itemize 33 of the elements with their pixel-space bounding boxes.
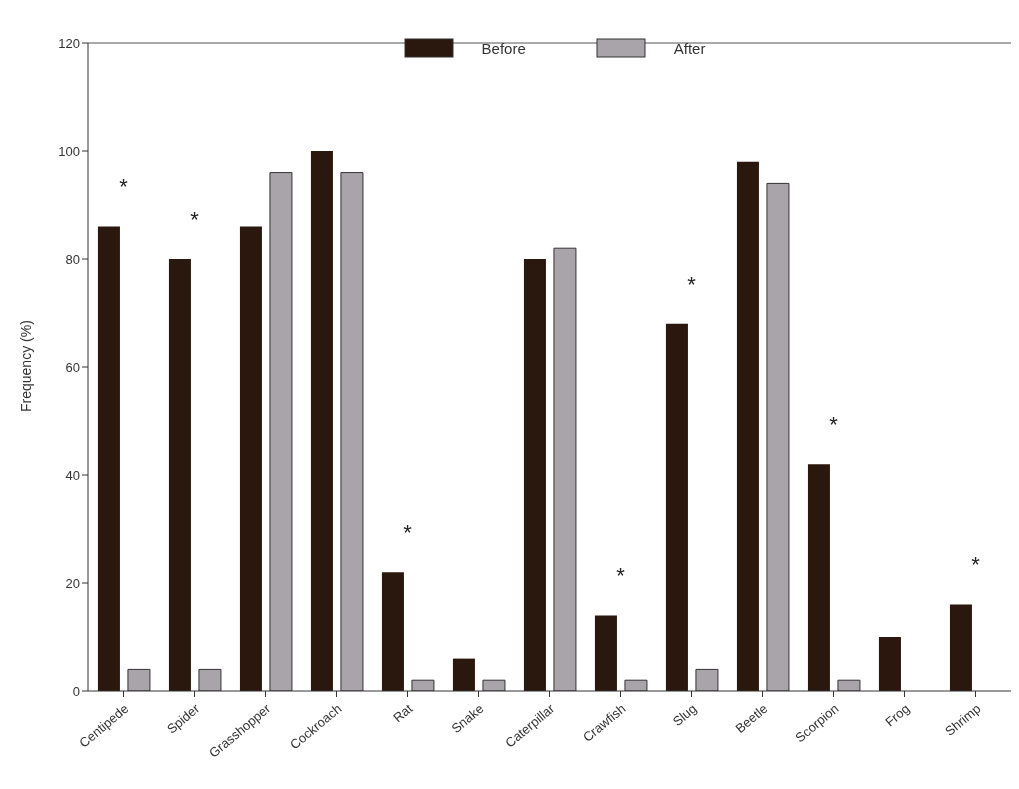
x-tick-label: Frog [882, 700, 913, 730]
annotation: * [616, 563, 626, 589]
annotation: * [403, 520, 413, 546]
bar [452, 658, 475, 691]
annotation: * [971, 552, 981, 578]
bar [310, 151, 333, 691]
annotation: * [119, 174, 129, 200]
bar [523, 259, 546, 691]
bar [594, 615, 617, 691]
bar [97, 226, 120, 691]
y-tick-label: 20 [65, 575, 80, 591]
legend-label: After [673, 39, 706, 57]
annotation: * [190, 206, 200, 232]
x-tick-label: Slug [669, 700, 700, 730]
bar [381, 572, 404, 691]
y-tick-label: 0 [72, 683, 80, 699]
legend-label: Before [481, 39, 526, 57]
bar [807, 464, 830, 691]
y-tick-label: 80 [65, 251, 80, 267]
y-tick-label: 60 [65, 359, 80, 375]
annotation: * [687, 271, 697, 297]
y-tick-label: 120 [58, 35, 80, 51]
y-tick-label: 40 [65, 467, 80, 483]
annotation: * [829, 412, 839, 438]
bar [878, 637, 901, 691]
bar [665, 323, 688, 691]
bar [736, 161, 759, 691]
x-tick-label: Rat [390, 700, 416, 726]
bar [168, 259, 191, 691]
bar [949, 604, 972, 691]
bar [239, 226, 262, 691]
y-axis-title: Frequency (%) [17, 320, 34, 412]
y-tick-label: 100 [58, 143, 80, 159]
